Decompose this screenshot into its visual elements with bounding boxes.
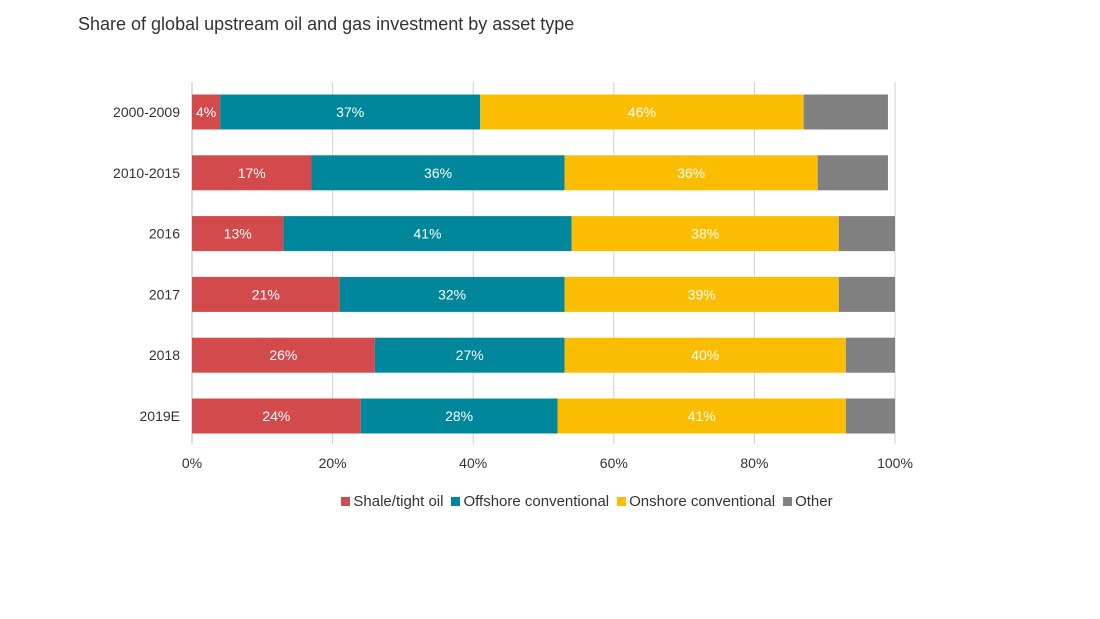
legend-swatch <box>783 497 793 506</box>
chart-title: Share of global upstream oil and gas inv… <box>78 14 575 34</box>
bar-segment <box>192 337 375 373</box>
x-tick-label: 80% <box>740 455 768 471</box>
bar-segment <box>192 216 284 252</box>
x-tick-label: 40% <box>459 455 487 471</box>
data-label: 38% <box>691 226 719 242</box>
bar-segment <box>803 94 888 130</box>
bar-segment <box>339 276 565 312</box>
bar-segment <box>817 155 888 191</box>
data-label: 26% <box>269 347 297 363</box>
data-label: 4% <box>196 104 216 120</box>
bar-segment <box>192 155 312 191</box>
legend-label: Offshore conventional <box>463 493 610 510</box>
data-label: 17% <box>238 165 266 181</box>
x-tick-label: 60% <box>600 455 628 471</box>
legend-item: Onshore conventional <box>617 493 775 510</box>
x-tick-label: 100% <box>877 455 913 471</box>
category-label: 2010-2015 <box>113 165 180 181</box>
bar-segment <box>557 398 846 434</box>
bar-segment <box>838 216 895 252</box>
data-label: 13% <box>224 226 252 242</box>
bar-segment <box>480 94 804 130</box>
bar-segment <box>192 398 361 434</box>
data-label: 40% <box>691 347 719 363</box>
bar-segment <box>220 94 481 130</box>
bar-segment <box>564 276 839 312</box>
legend-item: Shale/tight oil <box>341 493 443 510</box>
bar-segment <box>360 398 558 434</box>
legend-swatch <box>451 497 461 506</box>
legend-item: Offshore conventional <box>451 493 609 510</box>
data-label: 46% <box>628 104 656 120</box>
category-label: 2016 <box>149 226 180 242</box>
legend-swatch <box>341 497 351 506</box>
legend-swatch <box>617 497 627 506</box>
bar-segment <box>838 276 895 312</box>
data-label: 21% <box>252 286 280 302</box>
bar-segment <box>374 337 565 373</box>
bar-segment <box>283 216 572 252</box>
category-label: 2000-2009 <box>113 104 180 120</box>
bar-segment <box>845 398 895 434</box>
bar-segment <box>564 155 818 191</box>
data-label: 39% <box>688 286 716 302</box>
data-label: 28% <box>445 408 473 424</box>
data-label: 37% <box>336 104 364 120</box>
bar-segment <box>564 337 846 373</box>
bar-segment <box>571 216 839 252</box>
data-label: 27% <box>456 347 484 363</box>
chart-legend: Shale/tight oil Offshore conventional Onsh… <box>0 493 1100 510</box>
bar-segment <box>192 276 340 312</box>
legend-label: Onshore conventional <box>629 493 776 510</box>
bar-segment <box>311 155 565 191</box>
data-label: 32% <box>438 286 466 302</box>
legend-label: Other <box>795 493 833 510</box>
legend-label: Shale/tight oil <box>353 493 444 510</box>
data-label: 36% <box>424 165 452 181</box>
x-tick-label: 20% <box>319 455 347 471</box>
x-tick-label: 0% <box>182 455 202 471</box>
category-label: 2017 <box>149 286 180 302</box>
data-label: 36% <box>677 165 705 181</box>
bar-segment <box>845 337 895 373</box>
bar-segment <box>192 94 221 130</box>
data-label: 41% <box>413 226 441 242</box>
legend-item: Other <box>783 493 833 510</box>
category-label: 2019E <box>140 408 180 424</box>
data-label: 24% <box>262 408 290 424</box>
category-label: 2018 <box>149 347 180 363</box>
data-label: 41% <box>688 408 716 424</box>
